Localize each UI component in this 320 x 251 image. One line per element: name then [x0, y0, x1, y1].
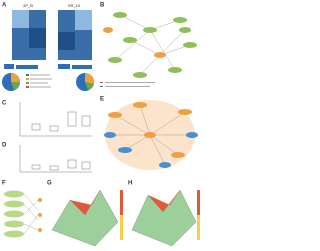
heatmap [12, 10, 92, 60]
panel-label: E [100, 97, 104, 103]
panel-label: G [47, 181, 52, 187]
legend [26, 74, 52, 88]
panel-label: H [128, 181, 132, 187]
heatmap-title: SS_10 [68, 3, 81, 8]
surface-plot [51, 189, 123, 247]
bars [4, 64, 92, 69]
panel-label: F [2, 181, 6, 187]
panel-label: C [2, 101, 7, 107]
network [100, 12, 197, 87]
pie [2, 72, 95, 91]
figure: A 2P_B SS_10 B [2, 3, 200, 247]
panel-label: A [2, 3, 7, 9]
panel-label: D [2, 143, 7, 149]
network [104, 100, 198, 170]
boxplot [19, 145, 92, 173]
panel-label: B [100, 3, 105, 9]
surface-plot [131, 189, 200, 247]
diagram [4, 190, 42, 238]
boxplot [19, 102, 92, 137]
heatmap-title: 2P_B [23, 3, 33, 8]
